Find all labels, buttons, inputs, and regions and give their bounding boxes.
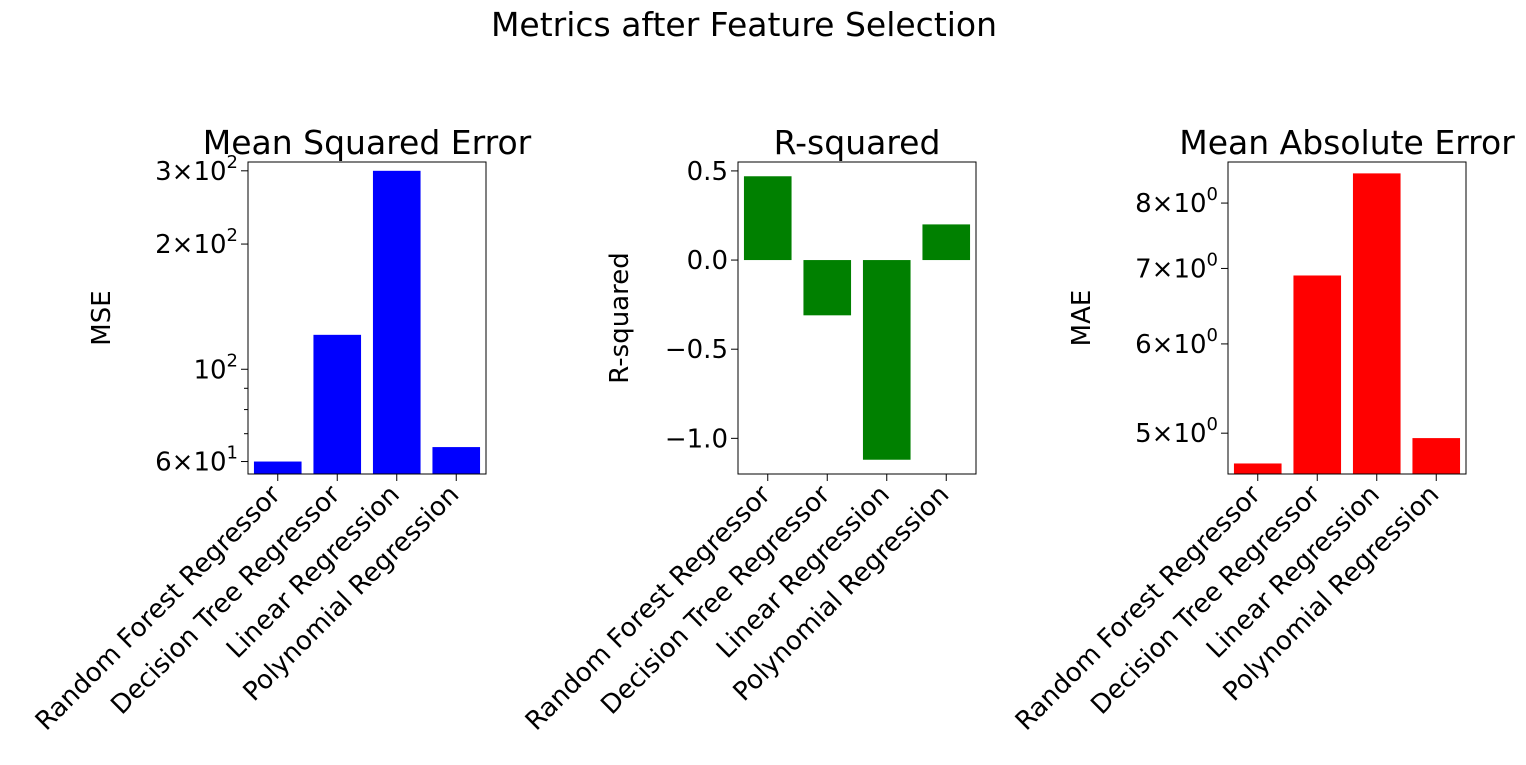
bar-1 bbox=[253, 461, 302, 474]
y-tick-label: 0.5 bbox=[687, 157, 728, 187]
y-tick-mantissa: 10 bbox=[193, 355, 226, 385]
y-tick-mantissa: 5×10 bbox=[1135, 419, 1206, 449]
y-axis-label: MSE bbox=[87, 290, 117, 345]
y-tick-label: 2×102 bbox=[155, 225, 238, 260]
y-axis-label: MAE bbox=[1067, 290, 1097, 347]
y-tick-exponent: 1 bbox=[227, 443, 238, 464]
axes-frame bbox=[247, 161, 487, 475]
bar-4 bbox=[432, 447, 481, 474]
y-tick-mantissa: 8×10 bbox=[1135, 189, 1206, 219]
axes-frame bbox=[737, 161, 977, 475]
bar-4 bbox=[922, 224, 971, 261]
y-tick-mantissa: 7×10 bbox=[1135, 254, 1206, 284]
bar-1 bbox=[1233, 463, 1282, 474]
x-tick-label: Decision Tree Regressor bbox=[595, 480, 836, 721]
y-tick-label: 102 bbox=[193, 350, 238, 385]
y-tick-label: 6×100 bbox=[1135, 325, 1218, 360]
y-tick-exponent: 0 bbox=[1207, 414, 1218, 435]
bar-1 bbox=[743, 176, 792, 261]
y-tick-label: 7×100 bbox=[1135, 249, 1218, 284]
bar-2 bbox=[803, 260, 852, 316]
axes-frame bbox=[1227, 161, 1467, 475]
y-tick-exponent: 0 bbox=[1207, 184, 1218, 205]
bar-4 bbox=[1412, 438, 1461, 474]
y-tick-mantissa: 3×10 bbox=[155, 157, 226, 187]
bar-2 bbox=[1293, 275, 1342, 474]
chart-title: Mean Absolute Error bbox=[1179, 123, 1515, 162]
y-tick-exponent: 2 bbox=[227, 350, 238, 371]
y-tick-label: 8×100 bbox=[1135, 184, 1218, 219]
y-tick-label: 6×101 bbox=[155, 443, 238, 478]
y-tick-label: 3×102 bbox=[155, 152, 238, 187]
chart-title: Mean Squared Error bbox=[203, 123, 532, 162]
x-tick-label: Decision Tree Regressor bbox=[105, 480, 346, 721]
y-tick-label: 0.0 bbox=[687, 246, 728, 276]
y-tick-label: −0.5 bbox=[665, 335, 728, 365]
x-tick-label: Decision Tree Regressor bbox=[1085, 480, 1326, 721]
y-tick-exponent: 2 bbox=[227, 152, 238, 173]
y-tick-mantissa: 2×10 bbox=[155, 230, 226, 260]
y-tick-mantissa: 6×10 bbox=[155, 448, 226, 478]
y-tick-mantissa: 6×10 bbox=[1135, 330, 1206, 360]
bar-2 bbox=[313, 334, 362, 474]
bar-3 bbox=[1352, 173, 1401, 474]
bar-3 bbox=[372, 170, 421, 475]
y-tick-exponent: 0 bbox=[1207, 325, 1218, 346]
figure-title: Metrics after Feature Selection bbox=[491, 5, 997, 44]
y-tick-exponent: 0 bbox=[1207, 249, 1218, 270]
chart-title: R-squared bbox=[774, 123, 941, 162]
y-tick-label: −1.0 bbox=[665, 424, 728, 454]
y-tick-label: 5×100 bbox=[1135, 414, 1218, 449]
bar-3 bbox=[862, 260, 911, 460]
y-tick-exponent: 2 bbox=[227, 225, 238, 246]
y-axis-label: R-squared bbox=[605, 252, 635, 383]
